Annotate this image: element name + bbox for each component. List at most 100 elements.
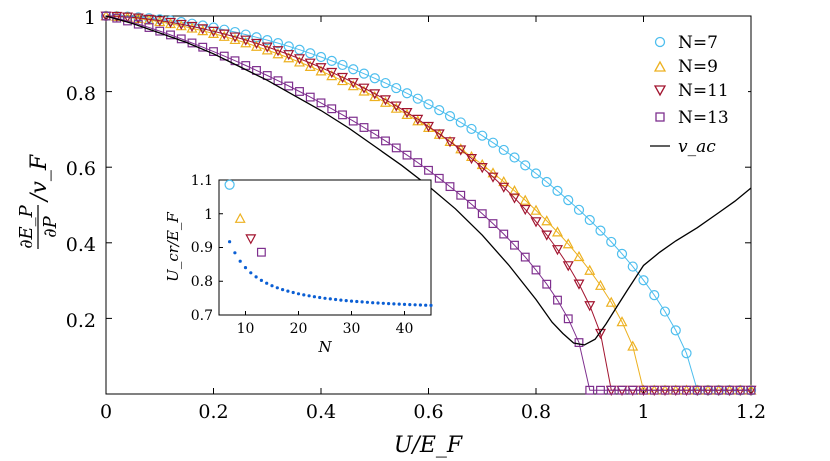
data-point: [530, 204, 542, 215]
legend-box: [640, 28, 748, 162]
inset-data-point: [376, 301, 380, 305]
inset-data-point: [238, 259, 242, 263]
data-point: [530, 168, 542, 179]
data-point: [358, 85, 370, 96]
data-point: [725, 385, 734, 395]
inset-x-tick-label: 30: [343, 321, 361, 337]
inset-y-tick-label: 0.7: [191, 308, 213, 324]
inset-data-point: [270, 284, 274, 288]
inset-data-point: [381, 301, 385, 305]
data-point: [240, 35, 252, 46]
data-point: [165, 15, 176, 26]
data-point: [293, 54, 306, 65]
y-tick-labels: 0.2 0.4 0.6 0.8 1: [66, 7, 96, 332]
data-point: [649, 290, 660, 301]
data-point: [370, 129, 380, 139]
data-point: [573, 250, 585, 262]
inset-data-point: [302, 293, 306, 297]
data-point: [412, 93, 423, 104]
data-point: [284, 81, 294, 91]
data-point: [390, 101, 402, 112]
x-tick-label: 0.4: [306, 401, 336, 423]
data-point: [294, 44, 305, 55]
data-point: [250, 40, 263, 51]
y-label-tail: /v_F: [27, 154, 52, 203]
inset-data-point: [397, 302, 401, 306]
data-point: [595, 225, 606, 236]
x-tick-label: 1: [637, 401, 649, 423]
data-point: [304, 58, 316, 69]
legend-entry-vac: v_ac: [650, 137, 716, 157]
data-point: [703, 385, 713, 395]
data-point: [229, 33, 241, 45]
inset-y-tick-label: 1: [204, 207, 213, 223]
data-point: [584, 264, 596, 275]
data-point: [250, 38, 263, 50]
data-point: [628, 385, 638, 395]
data-point: [541, 176, 552, 188]
data-point: [563, 195, 574, 206]
data-point: [445, 182, 455, 192]
data-point: [541, 230, 553, 241]
inset-highlight-point: [245, 234, 257, 245]
data-point: [143, 14, 155, 25]
data-point: [336, 74, 349, 86]
inset-data-point: [259, 278, 263, 282]
legend-marker-circle: [654, 36, 666, 48]
legend-entry-n9: N=9: [653, 57, 718, 77]
data-point: [714, 385, 724, 395]
data-point: [499, 229, 509, 239]
data-point: [369, 89, 381, 100]
data-point: [434, 105, 445, 116]
inset-data-point: [254, 275, 258, 279]
data-point: [197, 25, 209, 36]
data-point: [617, 385, 627, 395]
data-point: [261, 42, 273, 53]
data-point: [337, 59, 348, 71]
data-point: [154, 14, 165, 25]
data-point: [315, 63, 327, 74]
data-point: [347, 78, 359, 89]
data-point: [358, 83, 370, 94]
inset-data-point: [323, 296, 327, 300]
y-tick-label: 0.4: [66, 234, 96, 256]
y-tick-label: 0.8: [66, 83, 96, 105]
data-point: [369, 73, 380, 84]
data-point: [531, 265, 541, 275]
y-label-denominator: ∂P: [40, 215, 61, 237]
data-point: [391, 143, 401, 153]
legend-entry-n7: N=7: [654, 33, 718, 53]
data-point: [682, 385, 691, 395]
data-point: [562, 238, 574, 249]
data-point: [551, 226, 564, 237]
inset-data-point: [349, 299, 354, 303]
data-point: [391, 82, 402, 94]
data-point: [596, 385, 605, 395]
data-point: [487, 172, 499, 183]
data-point: [348, 64, 359, 75]
inset-series: [224, 179, 433, 307]
data-point: [573, 279, 585, 290]
inset-x-axis-label: N: [317, 338, 332, 356]
inset-data-point: [307, 294, 311, 298]
data-point: [402, 150, 412, 160]
data-point: [746, 385, 756, 395]
data-point: [585, 385, 595, 395]
data-point: [305, 48, 316, 59]
inset-data-point: [296, 292, 301, 296]
data-point: [272, 38, 284, 49]
data-point: [510, 240, 519, 250]
data-point: [563, 314, 573, 324]
data-point: [574, 338, 584, 347]
legend-marker-square: [655, 112, 665, 122]
legend-marker-triangle-up: [653, 60, 667, 72]
data-point: [315, 51, 327, 63]
y-tick-label: 1: [84, 7, 96, 29]
data-point: [401, 88, 413, 99]
inset-y-axis-label: U_cr/E_F: [164, 212, 182, 282]
data-point: [671, 385, 681, 395]
main-series: [100, 10, 757, 396]
data-point: [551, 245, 564, 256]
inset-data-point: [328, 297, 332, 301]
data-point: [412, 114, 424, 125]
